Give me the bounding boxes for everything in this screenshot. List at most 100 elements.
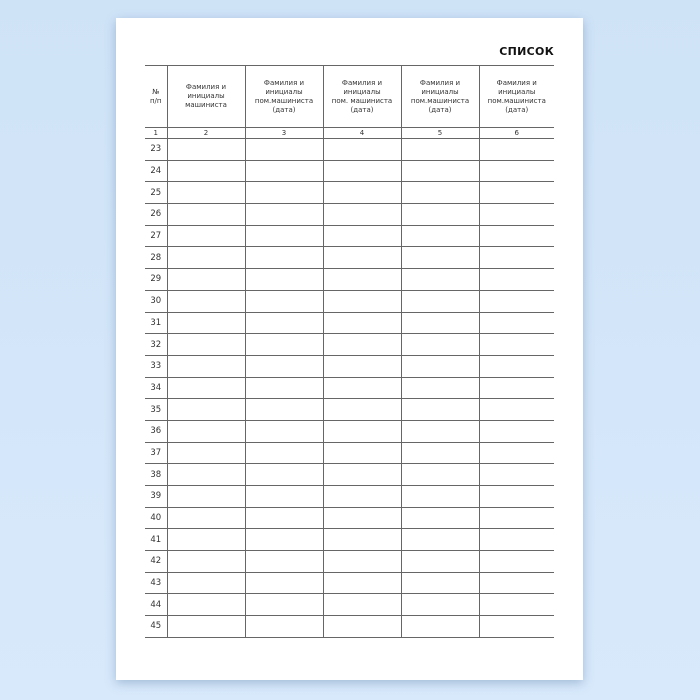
entry-cell[interactable]: [166, 138, 245, 161]
entry-cell[interactable]: [166, 419, 245, 443]
entry-cell[interactable]: [166, 506, 245, 530]
entry-cell[interactable]: [400, 138, 479, 161]
entry-cell[interactable]: [166, 159, 245, 183]
entry-cell[interactable]: [244, 528, 323, 552]
entry-cell[interactable]: [166, 441, 245, 465]
entry-cell[interactable]: [244, 398, 323, 421]
entry-cell[interactable]: [166, 181, 245, 205]
entry-cell[interactable]: [166, 246, 245, 270]
entry-cell[interactable]: [400, 246, 479, 270]
entry-cell[interactable]: [322, 376, 401, 400]
entry-cell[interactable]: [400, 333, 479, 356]
entry-cell[interactable]: [322, 485, 401, 508]
entry-cell[interactable]: [166, 485, 245, 508]
entry-cell[interactable]: [322, 528, 401, 552]
entry-cell[interactable]: [244, 311, 323, 335]
entry-cell[interactable]: [166, 376, 245, 400]
entry-cell[interactable]: [166, 463, 245, 486]
entry-cell[interactable]: [478, 224, 554, 248]
entry-cell[interactable]: [400, 550, 479, 573]
entry-cell[interactable]: [478, 441, 554, 465]
entry-cell[interactable]: [166, 224, 245, 248]
entry-cell[interactable]: [322, 419, 401, 443]
entry-cell[interactable]: [244, 289, 323, 313]
entry-cell[interactable]: [400, 354, 479, 378]
entry-cell[interactable]: [322, 268, 401, 291]
entry-cell[interactable]: [400, 419, 479, 443]
entry-cell[interactable]: [244, 506, 323, 530]
entry-cell[interactable]: [400, 289, 479, 313]
entry-cell[interactable]: [400, 506, 479, 530]
entry-cell[interactable]: [478, 311, 554, 335]
entry-cell[interactable]: [400, 615, 479, 638]
entry-cell[interactable]: [322, 311, 401, 335]
entry-cell[interactable]: [400, 181, 479, 205]
entry-cell[interactable]: [400, 268, 479, 291]
entry-cell[interactable]: [322, 550, 401, 573]
entry-cell[interactable]: [478, 463, 554, 486]
entry-cell[interactable]: [322, 506, 401, 530]
entry-cell[interactable]: [478, 485, 554, 508]
entry-cell[interactable]: [478, 289, 554, 313]
entry-cell[interactable]: [244, 159, 323, 183]
entry-cell[interactable]: [478, 138, 554, 161]
entry-cell[interactable]: [400, 159, 479, 183]
entry-cell[interactable]: [244, 246, 323, 270]
entry-cell[interactable]: [322, 138, 401, 161]
entry-cell[interactable]: [400, 311, 479, 335]
entry-cell[interactable]: [244, 485, 323, 508]
entry-cell[interactable]: [478, 506, 554, 530]
entry-cell[interactable]: [166, 528, 245, 552]
entry-cell[interactable]: [244, 333, 323, 356]
entry-cell[interactable]: [166, 550, 245, 573]
entry-cell[interactable]: [400, 571, 479, 595]
entry-cell[interactable]: [478, 550, 554, 573]
entry-cell[interactable]: [244, 571, 323, 595]
entry-cell[interactable]: [322, 571, 401, 595]
entry-cell[interactable]: [478, 528, 554, 552]
entry-cell[interactable]: [478, 376, 554, 400]
entry-cell[interactable]: [166, 311, 245, 335]
entry-cell[interactable]: [322, 463, 401, 486]
entry-cell[interactable]: [478, 571, 554, 595]
entry-cell[interactable]: [244, 268, 323, 291]
entry-cell[interactable]: [244, 181, 323, 205]
entry-cell[interactable]: [478, 419, 554, 443]
entry-cell[interactable]: [322, 398, 401, 421]
entry-cell[interactable]: [166, 268, 245, 291]
entry-cell[interactable]: [478, 398, 554, 421]
entry-cell[interactable]: [400, 485, 479, 508]
entry-cell[interactable]: [322, 246, 401, 270]
entry-cell[interactable]: [166, 398, 245, 421]
entry-cell[interactable]: [244, 593, 323, 617]
entry-cell[interactable]: [166, 593, 245, 617]
entry-cell[interactable]: [478, 615, 554, 638]
entry-cell[interactable]: [166, 289, 245, 313]
entry-cell[interactable]: [400, 203, 479, 226]
entry-cell[interactable]: [322, 615, 401, 638]
entry-cell[interactable]: [322, 333, 401, 356]
entry-cell[interactable]: [244, 463, 323, 486]
entry-cell[interactable]: [322, 181, 401, 205]
entry-cell[interactable]: [322, 224, 401, 248]
entry-cell[interactable]: [478, 159, 554, 183]
entry-cell[interactable]: [322, 354, 401, 378]
entry-cell[interactable]: [400, 441, 479, 465]
entry-cell[interactable]: [322, 441, 401, 465]
entry-cell[interactable]: [166, 615, 245, 638]
entry-cell[interactable]: [478, 181, 554, 205]
entry-cell[interactable]: [400, 593, 479, 617]
entry-cell[interactable]: [244, 376, 323, 400]
entry-cell[interactable]: [244, 441, 323, 465]
entry-cell[interactable]: [244, 419, 323, 443]
entry-cell[interactable]: [166, 571, 245, 595]
entry-cell[interactable]: [478, 268, 554, 291]
entry-cell[interactable]: [166, 203, 245, 226]
entry-cell[interactable]: [166, 354, 245, 378]
entry-cell[interactable]: [400, 224, 479, 248]
entry-cell[interactable]: [478, 203, 554, 226]
entry-cell[interactable]: [478, 333, 554, 356]
entry-cell[interactable]: [478, 593, 554, 617]
entry-cell[interactable]: [322, 593, 401, 617]
entry-cell[interactable]: [244, 615, 323, 638]
